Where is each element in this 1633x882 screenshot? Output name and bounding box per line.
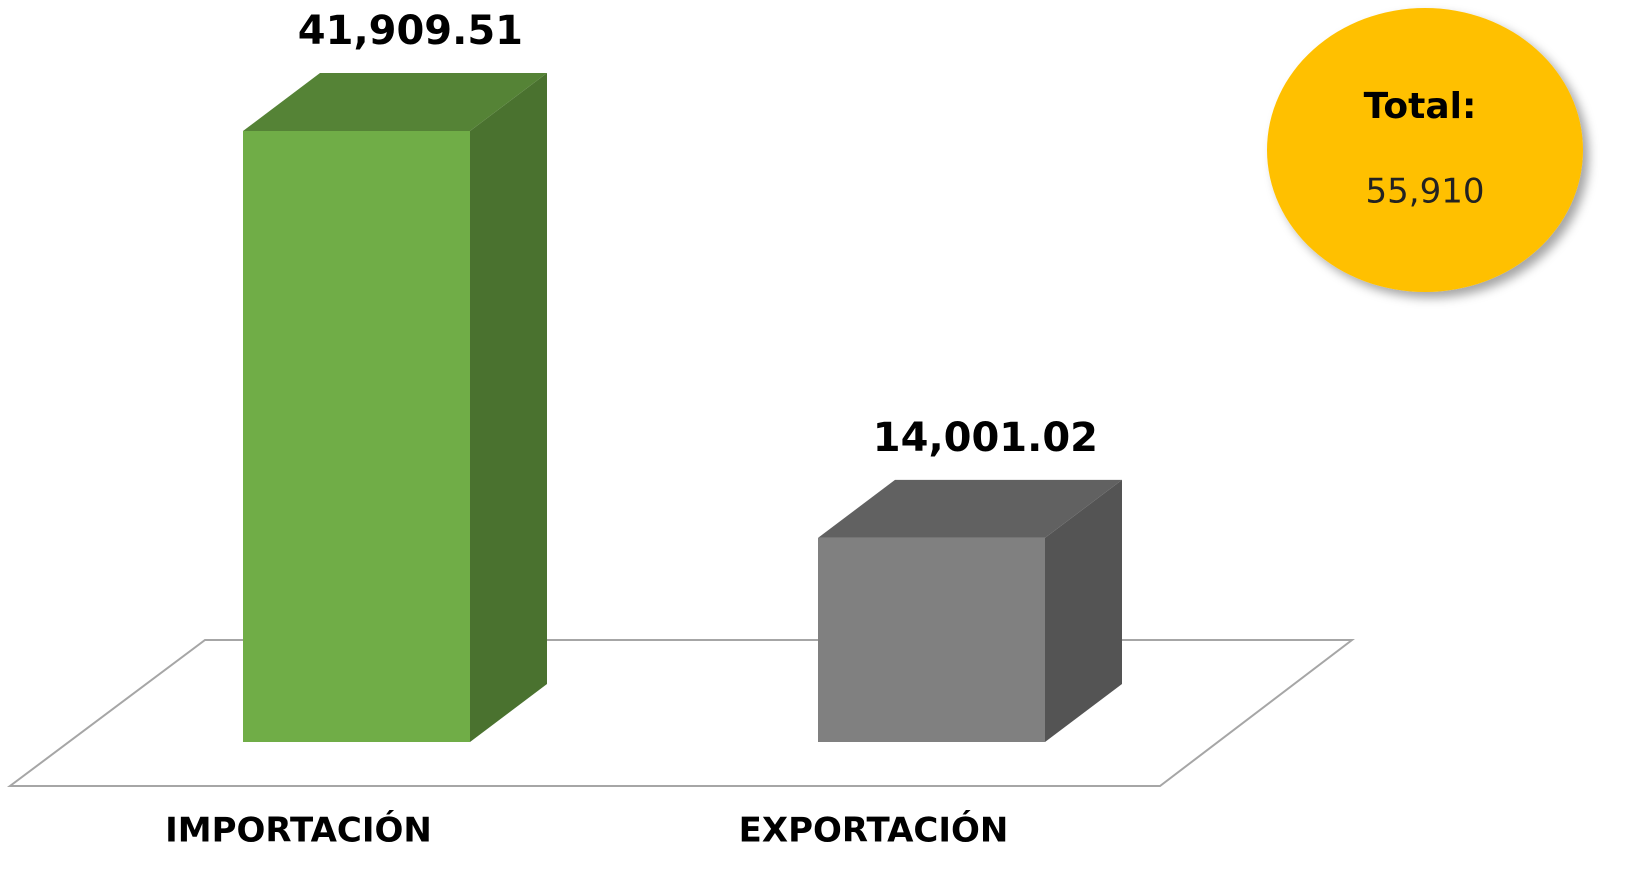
total-badge xyxy=(1267,8,1583,292)
bars xyxy=(243,73,1122,742)
bar xyxy=(243,131,470,742)
bar xyxy=(818,537,1045,742)
x-tick-label: IMPORTACIÓN xyxy=(165,810,432,851)
x-tick-label: EXPORTACIÓN xyxy=(739,810,1009,851)
floor xyxy=(6,639,1355,787)
value-label: 14,001.02 xyxy=(873,415,1098,461)
total-label: Total: xyxy=(1364,86,1477,127)
total-value: 55,910 xyxy=(1366,172,1485,212)
bar-side xyxy=(1045,479,1122,742)
bar-top xyxy=(818,479,1122,538)
bar-top xyxy=(243,73,547,131)
value-label: 41,909.51 xyxy=(298,8,523,54)
bar-side xyxy=(470,73,547,742)
